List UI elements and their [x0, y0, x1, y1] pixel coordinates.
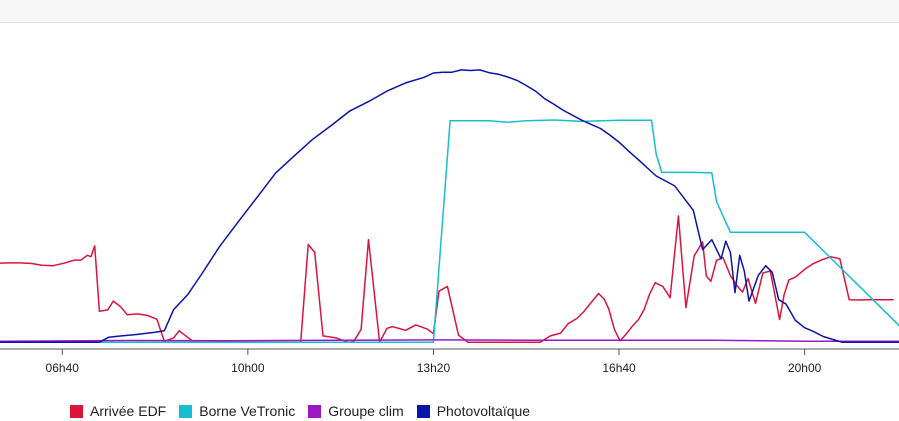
legend-item-groupe-clim[interactable]: Groupe clim: [308, 403, 404, 419]
x-tick-label: 10h00: [231, 361, 265, 375]
legend-label: Groupe clim: [328, 403, 404, 419]
legend-label: Borne VeTronic: [199, 403, 296, 419]
legend-item-photovoltaique[interactable]: Photovoltaïque: [416, 403, 531, 419]
x-tick-label: 06h40: [46, 361, 80, 375]
legend-swatch: [308, 404, 322, 418]
toolbar-strip: [0, 0, 899, 23]
x-axis-ticks: 06h40 10h00 13h20 16h40 20h00: [46, 349, 822, 375]
legend-swatch: [416, 404, 430, 418]
series-line-photovoltaique: [0, 69, 899, 343]
legend-label: Photovoltaïque: [436, 403, 531, 419]
chart-area: 06h40 10h00 13h20 16h40 20h00: [0, 23, 899, 421]
x-tick-label: 20h00: [788, 361, 822, 375]
x-tick-label: 16h40: [602, 361, 636, 375]
power-line-chart: 06h40 10h00 13h20 16h40 20h00: [0, 69, 899, 375]
legend-item-borne-vetronic[interactable]: Borne VeTronic: [179, 403, 295, 419]
legend-item-arrivee-edf[interactable]: Arrivée EDF: [70, 403, 166, 419]
x-tick-label: 13h20: [417, 361, 451, 375]
series-line-arrivee-edf: [0, 215, 894, 343]
legend-swatch: [70, 404, 83, 418]
series-line-borne-vetronic: [0, 119, 899, 344]
legend-swatch: [179, 404, 193, 418]
series-line-groupe-clim: [0, 339, 899, 343]
legend-label: Arrivée EDF: [90, 403, 167, 419]
chart-legend: Arrivée EDF Borne VeTronic Groupe clim Phot…: [70, 402, 530, 420]
series-layer: [0, 69, 899, 344]
